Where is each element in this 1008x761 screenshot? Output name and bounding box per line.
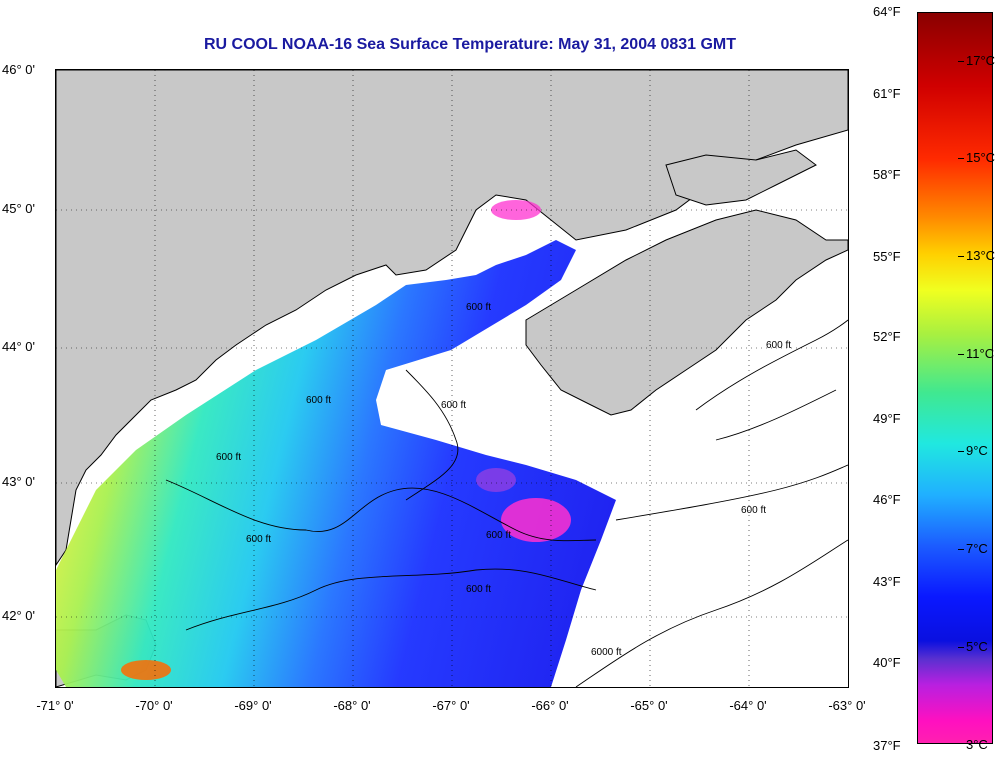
contour-label: 600 ft — [741, 505, 766, 516]
lon-label: -65° 0' — [630, 698, 668, 713]
lon-label: -66° 0' — [531, 698, 569, 713]
colorbar — [917, 12, 993, 744]
sst-map: 600 ft 600 ft 600 ft 600 ft 600 ft 600 f… — [55, 69, 849, 688]
contour-label: 600 ft — [486, 530, 511, 541]
sst-swath — [56, 240, 616, 687]
land-nova-scotia — [525, 209, 848, 416]
bathymetry-contours — [165, 319, 848, 687]
lon-label: -64° 0' — [729, 698, 767, 713]
warm-patch-capecod — [121, 660, 171, 680]
contour-label: 600 ft — [466, 302, 491, 313]
cold-patch-east — [501, 498, 571, 542]
cold-patch-mid — [476, 468, 516, 492]
colorbar-f-tick: 43°F — [873, 574, 901, 589]
land-new-england — [56, 70, 848, 566]
colorbar-f-tick: 40°F — [873, 655, 901, 670]
colorbar-c-tick: 9°C — [966, 443, 988, 458]
colorbar-f-tick: 58°F — [873, 167, 901, 182]
colorbar-c-tick: 11°C — [966, 346, 995, 361]
lon-label: -69° 0' — [234, 698, 272, 713]
contour-label: 600 ft — [216, 452, 241, 463]
colorbar-f-tick: 49°F — [873, 411, 901, 426]
lat-label: 43° 0' — [2, 474, 35, 489]
map-graticule — [56, 70, 848, 687]
colorbar-f-tick: 55°F — [873, 249, 901, 264]
lat-label: 44° 0' — [2, 339, 35, 354]
colorbar-f-tick: 61°F — [873, 86, 901, 101]
lon-label: -63° 0' — [828, 698, 866, 713]
colorbar-f-tick: 46°F — [873, 492, 901, 507]
colorbar-c-tick: 3°C — [966, 737, 988, 752]
lat-label: 46° 0' — [2, 62, 35, 77]
colorbar-c-tick: 5°C — [966, 639, 988, 654]
chart-title: RU COOL NOAA-16 Sea Surface Temperature:… — [203, 36, 737, 53]
lon-label: -70° 0' — [135, 698, 173, 713]
colorbar-c-tick: 13°C — [966, 248, 996, 263]
colorbar-f-tick: 37°F — [873, 738, 901, 753]
colorbar-f-tick: 64°F — [873, 4, 901, 19]
colorbar-f-tick: 52°F — [873, 329, 901, 344]
contour-label-deep: 6000 ft — [591, 647, 622, 658]
lat-label: 42° 0' — [2, 608, 35, 623]
lon-label: -68° 0' — [333, 698, 371, 713]
colorbar-c-tick: 15°C — [966, 150, 996, 165]
colorbar-c-tick: 7°C — [966, 541, 988, 556]
land-cape-breton — [665, 149, 817, 206]
map-canvas: 600 ft 600 ft 600 ft 600 ft 600 ft 600 f… — [56, 70, 848, 687]
lon-label: -67° 0' — [432, 698, 470, 713]
lon-label: -71° 0' — [36, 698, 74, 713]
contour-label: 600 ft — [246, 534, 271, 545]
contour-label: 600 ft — [441, 400, 466, 411]
contour-label: 600 ft — [766, 340, 791, 351]
contour-label: 600 ft — [466, 584, 491, 595]
contour-label: 600 ft — [306, 395, 331, 406]
colorbar-c-tick: 17°C — [966, 53, 996, 68]
lat-label: 45° 0' — [2, 201, 35, 216]
